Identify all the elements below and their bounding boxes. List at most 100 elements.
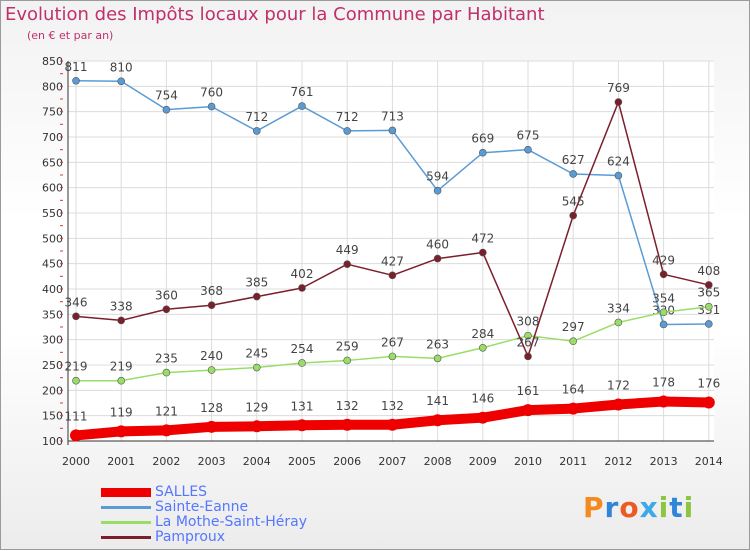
legend-item-salles: SALLES bbox=[101, 485, 361, 500]
data-point bbox=[205, 420, 218, 433]
data-point bbox=[478, 148, 487, 157]
legend-label: SALLES bbox=[155, 484, 208, 500]
data-label: 245 bbox=[245, 347, 268, 361]
data-point bbox=[253, 127, 261, 135]
data-label: 240 bbox=[200, 349, 223, 363]
chart-subtitle: (en € et par an) bbox=[27, 29, 114, 42]
data-label: 713 bbox=[381, 109, 404, 123]
data-point bbox=[614, 171, 623, 180]
data-label: 368 bbox=[200, 284, 223, 298]
data-label: 119 bbox=[110, 405, 133, 419]
y-tick-label: 750 bbox=[42, 106, 63, 119]
data-label: 754 bbox=[155, 89, 178, 103]
data-label: 427 bbox=[381, 254, 404, 268]
data-point bbox=[162, 305, 171, 314]
data-point bbox=[72, 76, 80, 85]
data-point bbox=[296, 419, 308, 432]
data-point bbox=[388, 126, 397, 135]
x-tick-label: 2010 bbox=[514, 455, 542, 468]
data-point bbox=[704, 281, 713, 289]
data-label: 627 bbox=[562, 153, 585, 167]
chart-title: Evolution des Impôts locaux pour la Comm… bbox=[5, 4, 545, 25]
data-label: 176 bbox=[697, 376, 720, 390]
data-point bbox=[704, 320, 713, 328]
data-point bbox=[250, 420, 263, 433]
legend-swatch bbox=[101, 488, 151, 497]
x-tick-label: 2012 bbox=[604, 455, 632, 468]
data-label: 308 bbox=[517, 315, 540, 329]
data-label: 769 bbox=[607, 81, 630, 95]
data-point bbox=[388, 271, 397, 280]
data-point bbox=[569, 337, 578, 345]
data-point bbox=[433, 254, 442, 263]
legend-swatch bbox=[101, 521, 151, 524]
x-tick-label: 2002 bbox=[152, 455, 180, 468]
plot-area bbox=[68, 61, 714, 441]
data-point bbox=[659, 320, 668, 329]
data-label: 346 bbox=[65, 295, 88, 309]
y-tick-label: 400 bbox=[42, 283, 63, 296]
data-point bbox=[207, 366, 216, 374]
data-point bbox=[569, 211, 578, 220]
y-tick-label: 550 bbox=[42, 207, 63, 220]
x-tick-label: 2011 bbox=[559, 455, 587, 468]
data-point bbox=[160, 424, 173, 437]
data-point bbox=[478, 248, 487, 257]
data-label: 132 bbox=[336, 399, 359, 413]
legend-swatch bbox=[101, 506, 151, 509]
y-tick-label: 350 bbox=[42, 308, 63, 321]
data-label: 402 bbox=[291, 267, 314, 281]
data-point bbox=[433, 354, 442, 363]
data-point bbox=[298, 102, 306, 110]
data-point bbox=[253, 292, 261, 301]
data-point bbox=[117, 376, 125, 385]
data-label: 131 bbox=[291, 399, 314, 413]
x-tick-label: 2007 bbox=[378, 455, 406, 468]
data-label: 712 bbox=[245, 110, 268, 124]
data-point bbox=[431, 414, 444, 427]
data-point bbox=[117, 77, 125, 86]
y-tick-label: 700 bbox=[42, 131, 63, 144]
data-label: 338 bbox=[110, 299, 133, 313]
legend-label: Sainte-Eanne bbox=[155, 499, 249, 515]
data-label: 354 bbox=[652, 291, 675, 305]
data-point bbox=[612, 398, 625, 411]
data-point bbox=[614, 318, 623, 327]
data-label: 460 bbox=[426, 238, 449, 252]
data-label: 545 bbox=[562, 195, 585, 209]
data-label: 297 bbox=[562, 320, 585, 334]
x-tick-label: 2000 bbox=[62, 455, 90, 468]
data-label: 810 bbox=[110, 60, 133, 74]
data-point bbox=[298, 359, 306, 367]
y-tick-label: 150 bbox=[42, 410, 63, 423]
data-point bbox=[478, 343, 487, 352]
data-label: 219 bbox=[65, 360, 88, 374]
data-label: 594 bbox=[426, 170, 449, 184]
data-point bbox=[386, 418, 399, 431]
data-label: 263 bbox=[426, 337, 449, 351]
data-label: 669 bbox=[471, 132, 494, 146]
data-point bbox=[72, 312, 80, 321]
data-label: 146 bbox=[471, 392, 494, 406]
data-label: 449 bbox=[336, 243, 359, 257]
data-point bbox=[298, 284, 306, 292]
data-label: 259 bbox=[336, 339, 359, 353]
x-tick-label: 2005 bbox=[288, 455, 316, 468]
data-label: 235 bbox=[155, 352, 178, 366]
data-label: 284 bbox=[471, 327, 494, 341]
data-label: 408 bbox=[697, 264, 720, 278]
data-label: 360 bbox=[155, 288, 178, 302]
data-point bbox=[524, 145, 532, 154]
data-point bbox=[476, 411, 489, 424]
legend-item-sainte-eanne: Sainte-Eanne bbox=[101, 500, 361, 515]
data-label: 254 bbox=[291, 342, 314, 356]
data-label: 712 bbox=[336, 110, 359, 124]
x-tick-label: 2014 bbox=[695, 455, 723, 468]
y-tick-label: 600 bbox=[42, 182, 63, 195]
data-label: 472 bbox=[471, 232, 494, 246]
legend-label: Pamproux bbox=[155, 529, 226, 545]
data-point bbox=[659, 308, 668, 317]
data-point bbox=[115, 425, 128, 438]
legend-label: La Mothe-Saint-Héray bbox=[155, 514, 308, 530]
